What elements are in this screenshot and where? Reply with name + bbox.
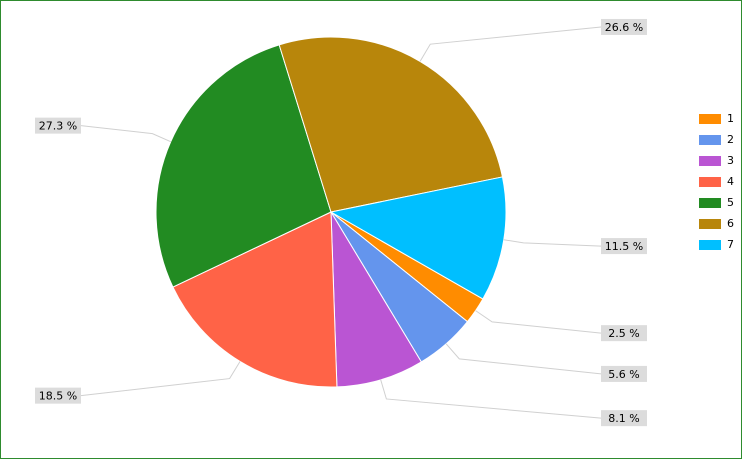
data-label-box xyxy=(35,387,81,404)
data-label-box xyxy=(601,325,647,342)
data-label-box xyxy=(35,117,81,134)
legend-label: 6 xyxy=(727,217,734,230)
leader-line xyxy=(380,379,602,419)
pie-slice xyxy=(330,210,422,388)
legend-label: 4 xyxy=(727,175,734,188)
legend-swatch xyxy=(699,240,721,250)
legend-swatch xyxy=(699,177,721,187)
data-label: 8.1 % xyxy=(608,412,639,425)
legend-label: 5 xyxy=(727,196,734,209)
legend-label: 3 xyxy=(727,154,734,167)
leader-line xyxy=(475,310,602,334)
data-label-box xyxy=(601,18,647,35)
legend-label: 1 xyxy=(727,112,734,125)
data-label-box xyxy=(601,410,647,427)
data-label: 5.6 % xyxy=(608,368,639,381)
legend-swatch xyxy=(699,198,721,208)
pie-slice xyxy=(172,211,338,388)
legend-label: 7 xyxy=(727,238,734,251)
data-label: 26.6 % xyxy=(605,21,643,34)
pie-slice xyxy=(329,176,507,300)
data-label: 11.5 % xyxy=(605,240,643,253)
legend-swatch xyxy=(699,114,721,124)
data-label-box xyxy=(601,238,647,255)
data-label: 2.5 % xyxy=(608,327,639,340)
pie-slice xyxy=(155,44,332,288)
legend-swatch xyxy=(699,156,721,166)
pie-slice xyxy=(278,36,504,213)
data-label: 18.5 % xyxy=(39,390,77,403)
data-label: 27.3 % xyxy=(39,120,77,133)
leader-line xyxy=(80,125,171,143)
data-label-box xyxy=(601,365,647,382)
leader-line xyxy=(80,361,241,397)
leader-line xyxy=(445,343,602,375)
legend-swatch xyxy=(699,219,721,229)
legend-label: 2 xyxy=(727,133,734,146)
legend-swatch xyxy=(699,135,721,145)
leader-line xyxy=(419,26,602,62)
leader-line xyxy=(503,239,602,247)
